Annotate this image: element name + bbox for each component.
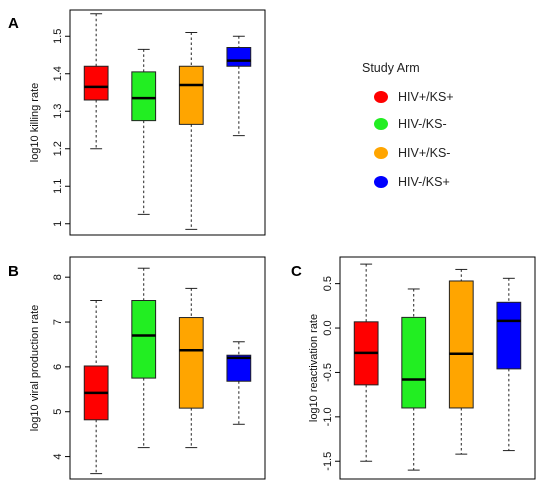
legend: Study Arm HIV+/KS+ HIV-/KS- HIV+/KS- HIV…	[362, 61, 454, 189]
box-c-1	[401, 288, 427, 471]
box-body-b-2	[178, 317, 204, 409]
panel-letter-a: A	[8, 15, 19, 32]
legend-title: Study Arm	[362, 61, 420, 75]
panel-letter-b: B	[8, 263, 19, 280]
y-axis-title-a: log10 killing rate	[29, 83, 41, 163]
y-tick-label-a-5: 1.5	[52, 29, 64, 44]
box-body-c-3	[496, 301, 522, 370]
y-axis-title-c: log10 reactivation rate	[308, 314, 320, 422]
legend-item-0: HIV+/KS+	[374, 90, 454, 104]
box-body-c-2	[448, 280, 474, 409]
y-tick-label-c-2: -0.5	[322, 363, 334, 382]
box-c-0	[353, 263, 379, 462]
y-tick-label-a-3: 1.3	[52, 104, 64, 119]
plot-frame-a	[69, 9, 266, 236]
legend-swatch-2	[374, 147, 388, 159]
legend-item-2: HIV+/KS-	[374, 146, 450, 160]
box-b-3	[226, 341, 252, 425]
box-a-2	[178, 32, 204, 230]
y-tick-label-c-3: 0.0	[322, 320, 334, 335]
box-b-2	[178, 287, 204, 449]
y-tick-label-a-2: 1.2	[52, 141, 64, 156]
box-body-a-1	[131, 71, 157, 122]
panel-B: B 4 5 6 7 8 log10 viral production rate	[8, 256, 266, 480]
legend-swatch-3	[374, 176, 388, 188]
box-b-0	[83, 300, 109, 475]
legend-label-1: HIV-/KS-	[398, 117, 447, 131]
y-tick-label-b-0: 4	[52, 454, 64, 460]
box-body-a-0	[83, 65, 109, 101]
y-tick-label-c-4: 0.5	[322, 276, 334, 291]
box-c-3	[496, 277, 522, 452]
box-body-b-1	[131, 300, 157, 379]
box-a-0	[83, 13, 109, 150]
box-body-a-3	[226, 47, 252, 67]
y-tick-label-b-4: 8	[52, 274, 64, 280]
legend-label-2: HIV+/KS-	[398, 146, 450, 160]
legend-item-3: HIV-/KS+	[374, 175, 450, 189]
box-body-b-3	[226, 354, 252, 382]
legend-item-1: HIV-/KS-	[374, 117, 447, 131]
y-tick-label-b-1: 5	[52, 409, 64, 415]
y-axis-title-b: log10 viral production rate	[29, 305, 41, 432]
y-tick-label-c-1: -1.0	[322, 407, 334, 426]
y-tick-label-c-0: -1.5	[322, 452, 334, 471]
box-body-a-2	[178, 65, 204, 125]
box-b-1	[131, 267, 157, 449]
panel-A: A 1 1.1 1.2 1.3 1.4 1.5 log10 killing rate	[8, 9, 266, 236]
y-tick-label-a-0: 1	[52, 221, 64, 227]
legend-swatch-1	[374, 118, 388, 130]
box-body-c-1	[401, 316, 427, 409]
y-tick-label-b-2: 6	[52, 364, 64, 370]
panel-letter-c: C	[291, 263, 302, 280]
box-a-1	[131, 48, 157, 215]
panel-C: C -1.5 -1.0 -0.5 0.0 0.5 log10 reactivation ra…	[291, 256, 536, 480]
legend-label-0: HIV+/KS+	[398, 90, 454, 104]
y-tick-label-a-4: 1.4	[52, 66, 64, 81]
legend-label-3: HIV-/KS+	[398, 175, 450, 189]
legend-swatch-0	[374, 91, 388, 103]
y-tick-label-b-3: 7	[52, 319, 64, 325]
y-tick-label-a-1: 1.1	[52, 179, 64, 194]
box-c-2	[448, 268, 474, 455]
box-a-3	[226, 35, 252, 137]
